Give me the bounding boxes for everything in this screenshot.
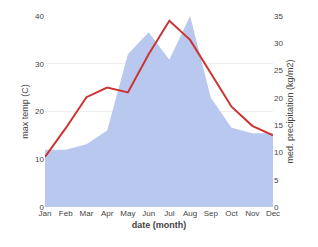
svg-text:Jun: Jun — [142, 209, 155, 218]
svg-text:Apr: Apr — [101, 209, 114, 218]
svg-text:Feb: Feb — [59, 209, 73, 218]
svg-text:20: 20 — [274, 94, 283, 103]
svg-text:Jan: Jan — [39, 209, 52, 218]
svg-text:Jul: Jul — [164, 209, 174, 218]
svg-text:20: 20 — [35, 107, 44, 116]
svg-text:30: 30 — [35, 60, 44, 69]
svg-text:25: 25 — [274, 66, 283, 75]
svg-text:15: 15 — [274, 121, 283, 130]
svg-text:40: 40 — [35, 12, 44, 21]
svg-text:Dec: Dec — [266, 209, 280, 218]
svg-text:10: 10 — [274, 148, 283, 157]
svg-text:Oct: Oct — [225, 209, 238, 218]
svg-text:30: 30 — [274, 39, 283, 48]
svg-text:date (month): date (month) — [132, 220, 187, 230]
svg-text:Sep: Sep — [204, 209, 219, 218]
svg-text:Mar: Mar — [80, 209, 94, 218]
svg-text:May: May — [120, 209, 135, 218]
svg-text:Nov: Nov — [245, 209, 259, 218]
svg-text:0: 0 — [40, 203, 45, 212]
svg-text:0: 0 — [274, 203, 279, 212]
svg-text:med. precipitation (kg/m2): med. precipitation (kg/m2) — [285, 59, 295, 163]
svg-text:10: 10 — [35, 155, 44, 164]
svg-text:35: 35 — [274, 12, 283, 21]
svg-text:max temp (C): max temp (C) — [20, 84, 30, 139]
svg-text:Aug: Aug — [183, 209, 197, 218]
svg-text:5: 5 — [274, 176, 279, 185]
